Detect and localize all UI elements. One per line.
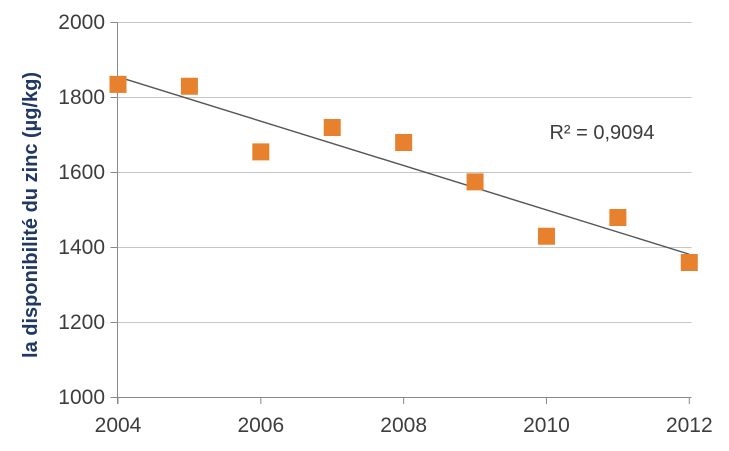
- x-tick-label-2008: 2008: [380, 414, 427, 437]
- data-point-2006: [252, 143, 270, 161]
- data-point-2004: [109, 75, 127, 93]
- data-point-2007: [323, 119, 341, 136]
- y-tick-label-2000: 2000: [58, 10, 105, 34]
- y-tick-label-1000: 1000: [58, 385, 105, 409]
- data-point-2010: [537, 227, 555, 245]
- data-point-2009: [466, 173, 484, 191]
- y-tick-label-1800: 1800: [58, 85, 105, 109]
- trendline: [117, 76, 690, 255]
- r-squared-annotation: R² = 0,9094: [549, 122, 655, 144]
- data-point-2008: [395, 134, 413, 151]
- data-point-2011: [609, 209, 627, 226]
- data-point-2012: [680, 254, 698, 271]
- y-tick-label-1600: 1600: [58, 160, 105, 184]
- x-tick-label-2004: 2004: [94, 414, 142, 437]
- data-point-2005: [180, 77, 198, 95]
- y-tick-label-1400: 1400: [58, 235, 105, 259]
- x-tick-label-2010: 2010: [523, 414, 570, 437]
- x-tick-label-2006: 2006: [237, 414, 285, 437]
- y-tick-label-1200: 1200: [58, 310, 105, 334]
- x-tick-label-2012: 2012: [665, 414, 713, 437]
